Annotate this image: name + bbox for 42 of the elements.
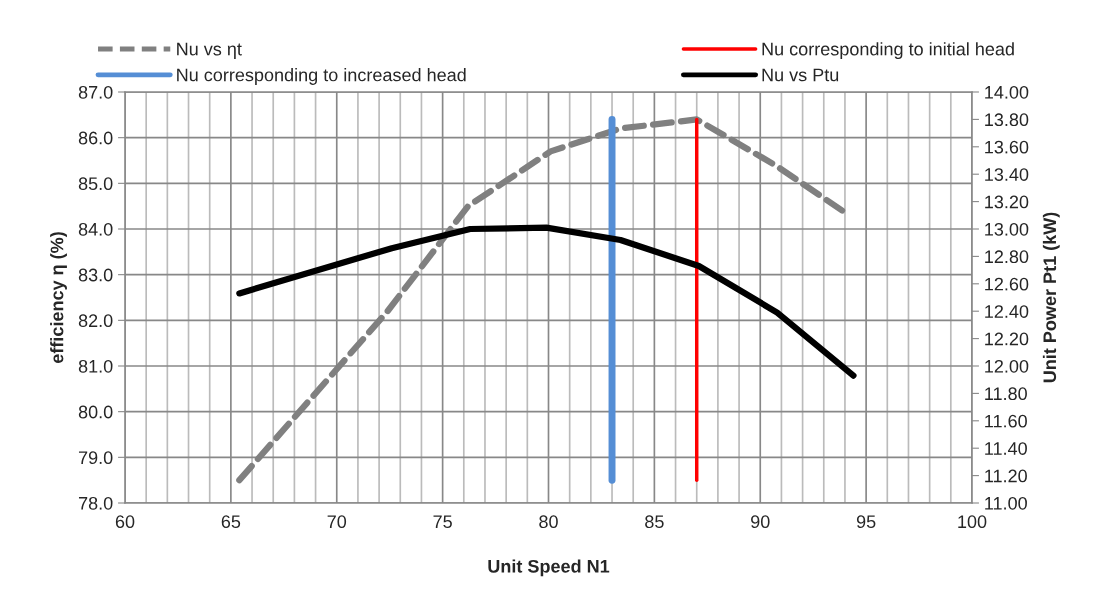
legend-label: Nu vs ηt (177, 42, 242, 60)
x-tick-label: 85 (645, 515, 664, 529)
y2-tick-label: 11.40 (985, 442, 1027, 455)
x-tick-label: 65 (221, 515, 241, 529)
legend-label: Nu corresponding to increased head (177, 68, 466, 85)
y-tick-label: 86.0 (78, 131, 113, 145)
y2-tick-label: 12.60 (985, 277, 1029, 291)
y-tick-label: 78.0 (78, 496, 113, 510)
y-tick-label: 81.0 (78, 359, 113, 373)
y2-tick-label: 11.60 (985, 414, 1027, 428)
y-tick-label: 82.0 (78, 314, 113, 328)
y2-tick-label: 12.80 (985, 250, 1029, 264)
y2-tick-label: 13.60 (985, 140, 1029, 154)
y-axis-title: efficiency η (%) (50, 232, 67, 364)
legend-label: Nu vs Ptu (762, 68, 839, 82)
y-tick-label: 79.0 (78, 451, 113, 465)
y2-tick-label: 13.00 (985, 222, 1029, 236)
y2-tick-label: 11.80 (985, 387, 1027, 401)
x-tick-label: 75 (433, 515, 452, 529)
y2-tick-label: 12.20 (985, 332, 1029, 346)
y-tick-label: 84.0 (78, 222, 113, 236)
y2-tick-label: 13.80 (985, 113, 1029, 127)
x-tick-label: 95 (856, 515, 876, 529)
legend-label: Nu corresponding to initial head (762, 42, 1014, 60)
y-tick-label: 87.0 (78, 85, 113, 99)
x-tick-label: 100 (958, 515, 987, 529)
y2-tick-label: 12.40 (985, 305, 1029, 318)
y2-tick-label: 14.00 (985, 85, 1029, 99)
y-tick-label: 80.0 (78, 405, 113, 419)
y2-tick-label: 11.20 (985, 469, 1027, 483)
y2-tick-label: 12.00 (985, 359, 1029, 373)
x-tick-label: 70 (327, 515, 347, 529)
y-tick-label: 85.0 (78, 177, 113, 191)
x-axis-title: Unit Speed N1 (488, 559, 610, 577)
y-tick-label: 83.0 (78, 268, 113, 282)
x-tick-label: 90 (751, 515, 770, 529)
x-tick-label: 80 (539, 515, 558, 529)
y2-tick-label: 13.20 (985, 195, 1029, 209)
y2-tick-label: 13.40 (985, 168, 1029, 181)
y2-axis-title: Unit Power Pt1 (kW) (1042, 212, 1060, 383)
x-tick-label: 60 (115, 515, 135, 529)
y2-tick-label: 11.00 (985, 496, 1027, 510)
